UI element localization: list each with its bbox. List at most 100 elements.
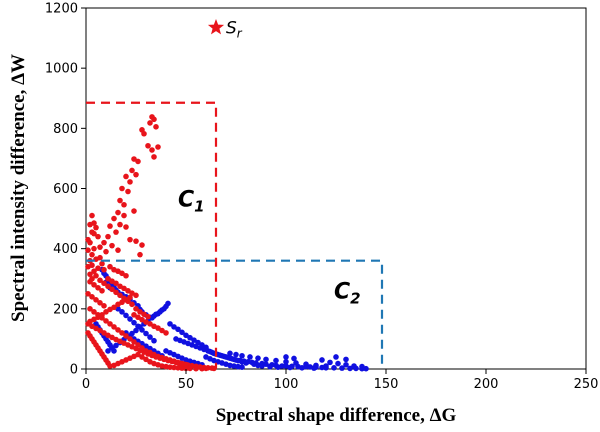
scatter-point bbox=[107, 223, 113, 229]
scatter-point bbox=[335, 360, 341, 367]
scatter-point bbox=[151, 116, 157, 123]
scatter-point bbox=[133, 238, 139, 244]
scatter-point bbox=[119, 185, 125, 192]
scatter-point bbox=[125, 298, 131, 305]
scatter-point bbox=[101, 280, 107, 287]
data-points bbox=[85, 114, 369, 372]
scatter-point bbox=[111, 348, 117, 354]
scatter-point bbox=[123, 312, 129, 319]
scatter-point bbox=[129, 167, 135, 174]
scatter-point bbox=[123, 173, 129, 180]
scatter-point bbox=[153, 124, 159, 130]
scatter-point bbox=[117, 221, 123, 228]
scatter-point bbox=[171, 364, 177, 371]
scatter-point bbox=[145, 313, 151, 320]
scatter-point bbox=[99, 287, 105, 294]
scatter-point bbox=[85, 247, 91, 253]
y-tick-label: 1200 bbox=[45, 2, 78, 17]
scatter-point bbox=[259, 363, 265, 369]
y-tick-label: 600 bbox=[53, 182, 78, 197]
scatter-point bbox=[135, 342, 141, 348]
scatter-point bbox=[99, 315, 105, 321]
x-tick-label: 200 bbox=[474, 377, 499, 392]
scatter-point bbox=[119, 309, 125, 315]
scatter-point bbox=[291, 355, 297, 362]
scatter-point bbox=[113, 289, 119, 296]
y-tick-label: 1000 bbox=[45, 62, 78, 77]
scatter-point bbox=[123, 224, 129, 230]
scatter-point bbox=[89, 229, 95, 235]
scatter-point bbox=[183, 365, 189, 372]
scatter-point bbox=[119, 330, 125, 336]
scatter-point bbox=[115, 209, 121, 216]
scatter-point bbox=[153, 311, 159, 318]
scatter-point bbox=[101, 266, 107, 273]
scatter-point bbox=[167, 364, 173, 370]
scatter-point bbox=[93, 224, 99, 231]
scatter-point bbox=[179, 329, 185, 336]
scatter-point bbox=[139, 345, 145, 351]
x-tick-label: 50 bbox=[178, 377, 195, 392]
scatter-point bbox=[167, 321, 173, 327]
scatter-point bbox=[113, 229, 119, 235]
scatter-point bbox=[175, 365, 181, 371]
scatter-point bbox=[133, 327, 139, 334]
scatter-point bbox=[193, 365, 199, 372]
scatter-point bbox=[97, 300, 103, 306]
scatter-point bbox=[199, 365, 205, 372]
scatter-point bbox=[105, 348, 111, 354]
scatter-point bbox=[247, 354, 253, 360]
scatter-point bbox=[139, 242, 145, 248]
scatter-point bbox=[91, 309, 97, 315]
scatter-point bbox=[145, 142, 151, 149]
scatter-point bbox=[359, 363, 365, 370]
scatter-point bbox=[87, 221, 93, 228]
scatter-point bbox=[133, 171, 139, 178]
scatter-point bbox=[183, 361, 189, 368]
scatter-point bbox=[113, 280, 119, 287]
scatter-point bbox=[331, 365, 337, 371]
scatter-point bbox=[255, 355, 261, 361]
scatter-point bbox=[151, 337, 157, 344]
scatter-point bbox=[103, 318, 109, 324]
scatter-point bbox=[89, 212, 95, 219]
scatter-point bbox=[89, 251, 95, 258]
y-tick-label: 800 bbox=[53, 122, 78, 137]
scatter-point bbox=[127, 336, 133, 342]
region-box-1 bbox=[86, 101, 218, 369]
scatter-point bbox=[149, 147, 155, 153]
scatter-point bbox=[115, 247, 121, 253]
scatter-point bbox=[85, 290, 91, 297]
reference-star bbox=[207, 19, 225, 35]
scatter-point bbox=[95, 265, 101, 272]
scatter-point bbox=[287, 364, 293, 371]
y-tick-label: 200 bbox=[53, 302, 78, 317]
scatter-point bbox=[105, 233, 111, 240]
scatter-point bbox=[121, 212, 127, 219]
scatter-point bbox=[91, 281, 97, 288]
x-axis-title: Spectral shape difference, ΔG bbox=[216, 405, 457, 426]
scatter-point bbox=[139, 327, 145, 333]
scatter-point bbox=[89, 275, 95, 282]
scatter-point bbox=[141, 130, 147, 137]
scatter-point bbox=[163, 330, 169, 336]
scatter-point bbox=[99, 260, 105, 267]
scatter-point bbox=[101, 239, 107, 246]
scatter-point bbox=[103, 248, 109, 255]
scatter-point bbox=[89, 294, 95, 300]
scatter-point bbox=[95, 233, 101, 240]
scatter-point bbox=[85, 263, 91, 270]
scatter-point bbox=[293, 360, 299, 366]
scatter-point bbox=[93, 297, 99, 303]
scatter-point bbox=[323, 363, 329, 369]
scatter-point bbox=[93, 272, 99, 279]
y-tick-label: 400 bbox=[53, 242, 78, 257]
scatter-point bbox=[117, 197, 123, 204]
scatter-point bbox=[121, 295, 127, 302]
y-tick-label: 0 bbox=[70, 363, 78, 378]
scatter-point bbox=[111, 215, 117, 222]
scatter-point bbox=[267, 363, 273, 370]
scatter-point bbox=[117, 292, 123, 299]
scatter-point bbox=[97, 277, 103, 284]
scatter-point bbox=[107, 263, 113, 270]
